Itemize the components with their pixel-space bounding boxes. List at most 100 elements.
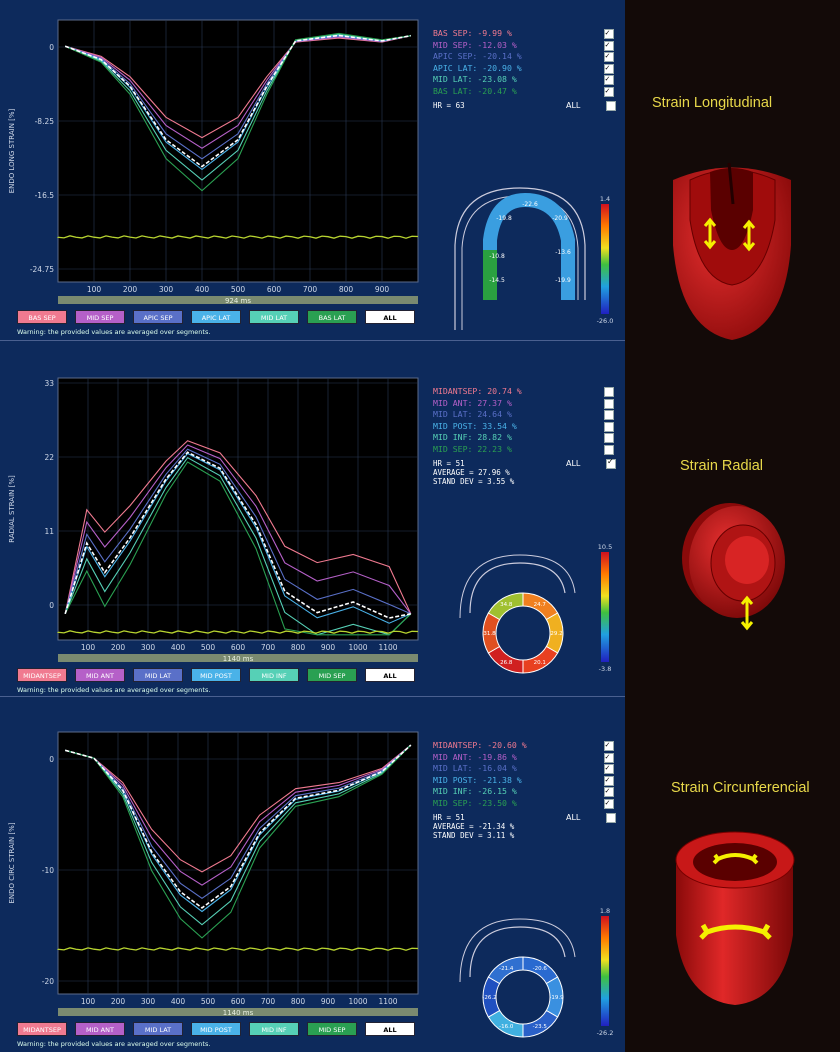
legend-checkbox[interactable] <box>604 797 614 809</box>
y-tick-label: 0 <box>49 43 54 52</box>
segment-button[interactable]: MID LAT <box>249 310 299 324</box>
segment-value: -20.9 <box>552 215 568 222</box>
all-checkbox[interactable] <box>606 101 616 111</box>
legend-checkbox[interactable] <box>604 433 614 443</box>
x-tick-label: 700 <box>261 997 276 1006</box>
duration-bar <box>58 654 418 662</box>
segment-legend: BAS SEP: -9.99 %MID SEP: -12.03 %APIC SE… <box>433 27 623 97</box>
x-tick-label: 700 <box>303 285 318 294</box>
legend-value: MID ANT: -19.86 % <box>433 751 517 762</box>
outline <box>469 926 566 978</box>
legend-checkbox[interactable] <box>604 73 614 85</box>
all-checkbox[interactable] <box>606 813 616 823</box>
segment-button[interactable]: ALL <box>365 668 415 682</box>
legend-value: APIC SEP: -20.14 % <box>433 51 522 61</box>
strain-curve <box>64 461 412 636</box>
x-tick-label: 500 <box>201 643 216 652</box>
legend-checkbox[interactable] <box>604 739 614 751</box>
segment-button[interactable]: MID SEP <box>75 310 125 324</box>
segment-button[interactable]: APIC LAT <box>191 310 241 324</box>
segment-button[interactable]: BAS SEP <box>17 310 67 324</box>
segment-value: 24.7 <box>534 602 547 608</box>
legend-value: APIC LAT: -20.90 % <box>433 62 522 73</box>
legend-value: MID POST: -21.38 % <box>433 774 522 785</box>
segment-button[interactable]: MID ANT <box>75 668 125 682</box>
longitudinal-panel: 100 200 300 400 500 600 700 800 900 0 -8.25 -16.5 -2… <box>0 0 625 341</box>
legend-checkbox[interactable] <box>604 27 614 39</box>
outline <box>459 918 576 983</box>
segment-button[interactable]: MID POST <box>191 1022 241 1036</box>
segment-button[interactable]: MID INF <box>249 1022 299 1036</box>
duration-label: 1140 ms <box>223 1009 254 1017</box>
legend-checkbox[interactable] <box>604 85 614 97</box>
legend-checkbox[interactable] <box>604 387 614 397</box>
circumferential-panel: 100 200 300 400 500 600 700 800 900 1000 1100 0 -10 -… <box>0 712 625 1052</box>
stat-line: AVERAGE = -21.34 % <box>433 822 515 831</box>
all-label: ALL <box>566 813 581 822</box>
all-toggle[interactable]: ALL <box>566 101 616 111</box>
duration-label: 1140 ms <box>223 655 254 663</box>
segment-button[interactable]: MID LAT <box>133 1022 183 1036</box>
x-tick-label: 700 <box>261 643 276 652</box>
legend-checkbox[interactable] <box>604 762 614 774</box>
legend-checkbox[interactable] <box>604 50 614 62</box>
legend-checkbox[interactable] <box>604 62 614 74</box>
y-axis-label: ENDO CIRC STRAIN [%] <box>8 822 16 903</box>
strain-segment-map <box>483 192 575 300</box>
legend-value: MID SEP: -23.50 % <box>433 797 517 808</box>
legend-checkbox[interactable] <box>604 444 614 455</box>
longitudinal-heart-label: Strain Longitudinal <box>652 95 773 111</box>
legend-checkbox[interactable] <box>604 785 614 797</box>
x-tick-label: 200 <box>111 643 126 652</box>
segment-button[interactable]: ALL <box>365 1022 415 1036</box>
scale-top-label: 10.5 <box>598 543 612 551</box>
strain-curve <box>65 744 412 926</box>
legend-checkbox[interactable] <box>604 410 614 420</box>
legend-checkbox[interactable] <box>604 774 614 786</box>
segment-button[interactable]: MID LAT <box>133 668 183 682</box>
y-tick-label: 33 <box>44 379 54 388</box>
legend-value: BAS LAT: -20.47 % <box>433 85 517 96</box>
all-toggle[interactable]: ALL <box>566 457 616 469</box>
segment-button[interactable]: MID POST <box>191 668 241 682</box>
legend-row: MID POST: -21.38 % <box>433 774 623 787</box>
legend-checkbox[interactable] <box>604 398 614 409</box>
legend-value: MID INF: -26.15 % <box>433 786 517 796</box>
segment-value: -16.0 <box>499 1024 514 1030</box>
legend-checkbox[interactable] <box>604 39 614 51</box>
segment-button[interactable]: MIDANTSEP <box>17 1022 67 1036</box>
segment-button[interactable]: MID INF <box>249 668 299 682</box>
all-toggle[interactable]: ALL <box>566 813 616 823</box>
x-tick-label: 600 <box>231 997 246 1006</box>
y-tick-label: -8.25 <box>35 117 55 126</box>
color-scale-bar <box>601 552 609 662</box>
segment-button[interactable]: MID ANT <box>75 1022 125 1036</box>
x-tick-label: 600 <box>267 285 282 294</box>
ecg-trace <box>57 630 419 634</box>
legend-value: MID LAT: -23.08 % <box>433 74 517 84</box>
segment-value: 26.8 <box>500 660 513 666</box>
color-scale-bar <box>601 204 609 314</box>
segment-button[interactable]: APIC SEP <box>133 310 183 324</box>
legend-checkbox[interactable] <box>604 751 614 763</box>
segment-value: -19.9 <box>555 277 571 284</box>
segment-value: -22.6 <box>522 201 538 208</box>
legend-row: MID LAT: 24.64 % <box>433 409 623 421</box>
x-tick-label: 400 <box>171 997 186 1006</box>
segment-button[interactable]: MID SEP <box>307 1022 357 1036</box>
segment-button[interactable]: MID SEP <box>307 668 357 682</box>
segment-button[interactable]: BAS LAT <box>307 310 357 324</box>
x-tick-label: 400 <box>171 643 186 652</box>
y-tick-label: -20 <box>42 977 54 986</box>
segment-button[interactable]: ALL <box>365 310 415 324</box>
all-checkbox[interactable] <box>606 457 616 469</box>
legend-checkbox[interactable] <box>604 421 614 432</box>
segment-value: -19.9 <box>549 995 564 1001</box>
segment-button[interactable]: MIDANTSEP <box>17 668 67 682</box>
x-tick-label: 800 <box>291 643 306 652</box>
legend-row: MID SEP: -12.03 % <box>433 39 623 52</box>
all-label: ALL <box>566 459 581 468</box>
all-label: ALL <box>566 101 581 110</box>
x-tick-label: 400 <box>195 285 210 294</box>
x-tick-label: 900 <box>375 285 390 294</box>
